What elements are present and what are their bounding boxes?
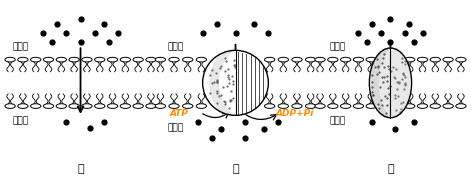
Ellipse shape [56, 57, 66, 62]
Ellipse shape [341, 57, 351, 62]
Ellipse shape [379, 48, 411, 118]
Ellipse shape [341, 104, 351, 108]
Text: 细胞内: 细胞内 [12, 116, 29, 125]
Ellipse shape [196, 57, 206, 62]
Ellipse shape [430, 104, 440, 108]
Text: 丙: 丙 [387, 164, 394, 174]
Ellipse shape [107, 57, 118, 62]
Text: ADP+Pi: ADP+Pi [276, 109, 314, 118]
Text: 甲: 甲 [77, 164, 84, 174]
Ellipse shape [133, 104, 143, 108]
Ellipse shape [146, 57, 156, 62]
Ellipse shape [146, 104, 156, 108]
Ellipse shape [183, 104, 193, 108]
Ellipse shape [278, 57, 288, 62]
Ellipse shape [315, 104, 325, 108]
Ellipse shape [18, 57, 28, 62]
Ellipse shape [292, 104, 302, 108]
Ellipse shape [120, 104, 130, 108]
Ellipse shape [169, 104, 179, 108]
Ellipse shape [43, 57, 54, 62]
Ellipse shape [155, 104, 165, 108]
Ellipse shape [196, 104, 206, 108]
Ellipse shape [183, 57, 193, 62]
Text: 细胞内: 细胞内 [167, 123, 184, 132]
Ellipse shape [405, 104, 415, 108]
Text: 细胞外: 细胞外 [329, 43, 346, 52]
Ellipse shape [369, 48, 412, 118]
Ellipse shape [265, 57, 275, 62]
Ellipse shape [43, 104, 54, 108]
Text: 细胞内: 细胞内 [329, 116, 346, 125]
Ellipse shape [155, 57, 165, 62]
Ellipse shape [456, 57, 466, 62]
Ellipse shape [353, 104, 364, 108]
Ellipse shape [443, 57, 453, 62]
Ellipse shape [133, 57, 143, 62]
Ellipse shape [328, 57, 338, 62]
Ellipse shape [5, 57, 15, 62]
Ellipse shape [56, 104, 66, 108]
Ellipse shape [278, 104, 288, 108]
Ellipse shape [18, 104, 28, 108]
Ellipse shape [120, 57, 130, 62]
Ellipse shape [69, 104, 79, 108]
Ellipse shape [443, 104, 453, 108]
Ellipse shape [82, 57, 92, 62]
Text: 乙: 乙 [232, 164, 239, 174]
Ellipse shape [95, 57, 105, 62]
Ellipse shape [219, 50, 262, 115]
Ellipse shape [82, 104, 92, 108]
Ellipse shape [31, 104, 41, 108]
Ellipse shape [306, 57, 316, 62]
Ellipse shape [328, 104, 338, 108]
Ellipse shape [366, 57, 376, 62]
Ellipse shape [456, 104, 466, 108]
Ellipse shape [107, 104, 118, 108]
Ellipse shape [417, 104, 428, 108]
Ellipse shape [69, 57, 79, 62]
Ellipse shape [95, 104, 105, 108]
Ellipse shape [169, 57, 179, 62]
Ellipse shape [430, 57, 440, 62]
Ellipse shape [353, 57, 364, 62]
Ellipse shape [405, 57, 415, 62]
Ellipse shape [417, 57, 428, 62]
Ellipse shape [31, 57, 41, 62]
Text: ATP: ATP [170, 109, 188, 118]
Ellipse shape [5, 104, 15, 108]
Text: 细胞外: 细胞外 [167, 43, 184, 52]
Ellipse shape [366, 104, 376, 108]
Ellipse shape [306, 104, 316, 108]
Ellipse shape [315, 57, 325, 62]
Text: 细胞外: 细胞外 [12, 43, 29, 52]
Ellipse shape [265, 104, 275, 108]
Ellipse shape [292, 57, 302, 62]
Ellipse shape [370, 48, 402, 118]
Ellipse shape [209, 50, 252, 115]
Ellipse shape [203, 50, 268, 115]
